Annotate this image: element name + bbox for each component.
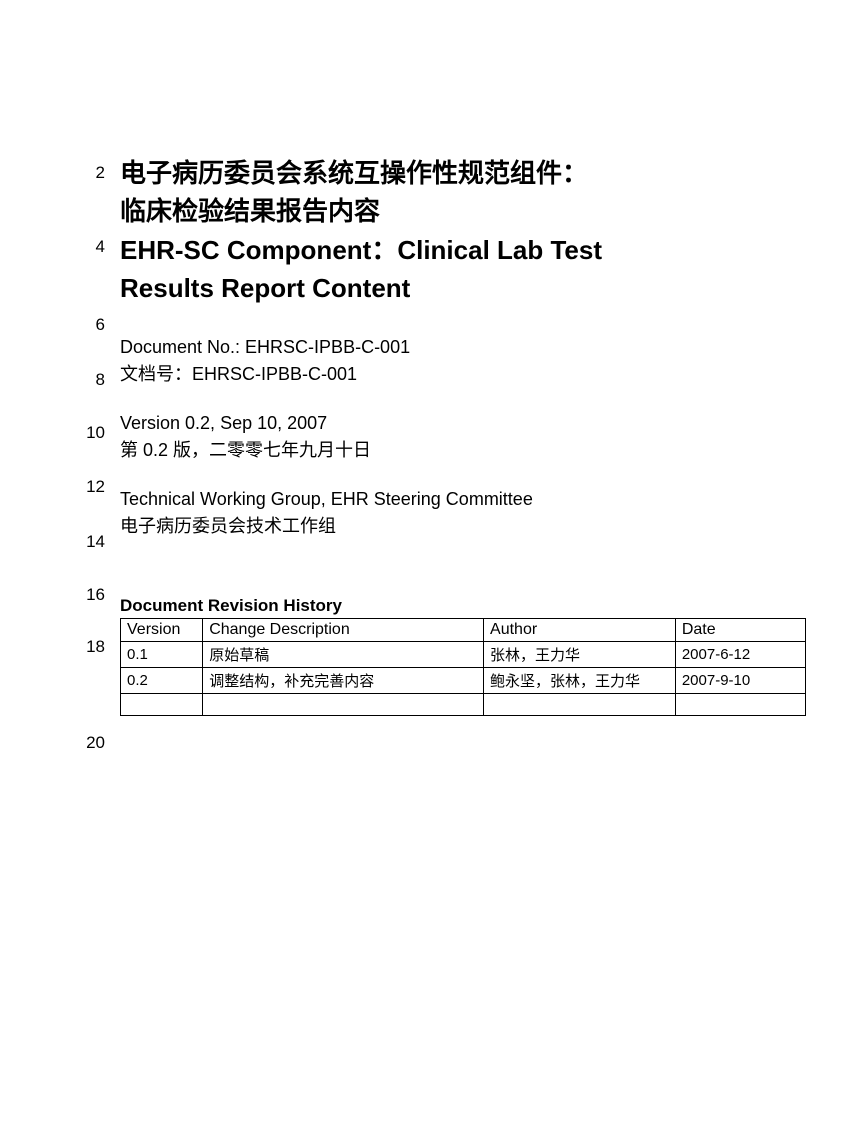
cell-version <box>121 693 203 715</box>
line-number: 12 <box>75 477 105 497</box>
line-number: 8 <box>75 370 105 390</box>
line-number: 18 <box>75 637 105 657</box>
version-english: Version 0.2, Sep 10, 2007 <box>120 410 806 437</box>
column-header-change: Change Description <box>203 618 484 641</box>
revision-history-table: Version Change Description Author Date 0… <box>120 618 806 716</box>
table-header-row: Version Change Description Author Date <box>121 618 806 641</box>
line-number: 16 <box>75 585 105 605</box>
document-content: 电子病历委员会系统互操作性规范组件： 临床检验结果报告内容 EHR-SC Com… <box>120 155 806 716</box>
cell-author <box>484 693 676 715</box>
version-chinese: 第 0.2 版，二零零七年九月十日 <box>120 437 806 464</box>
revision-history-title: Document Revision History <box>120 596 806 616</box>
table-row <box>121 693 806 715</box>
cell-change: 原始草稿 <box>203 641 484 667</box>
line-number: 20 <box>75 733 105 753</box>
column-header-date: Date <box>675 618 805 641</box>
document-number-english: Document No.: EHRSC-IPBB-C-001 <box>120 334 806 361</box>
column-header-version: Version <box>121 618 203 641</box>
line-number: 2 <box>75 163 105 183</box>
cell-author: 鲍永坚，张林，王力华 <box>484 667 676 693</box>
title-english-line1: EHR-SC Component：Clinical Lab Test <box>120 233 806 268</box>
cell-date: 2007-6-12 <box>675 641 805 667</box>
working-group-english: Technical Working Group, EHR Steering Co… <box>120 486 806 513</box>
working-group-chinese: 电子病历委员会技术工作组 <box>120 513 806 540</box>
cell-change <box>203 693 484 715</box>
cell-author: 张林，王力华 <box>484 641 676 667</box>
cell-change: 调整结构，补充完善内容 <box>203 667 484 693</box>
line-number: 10 <box>75 423 105 443</box>
title-chinese-line2: 临床检验结果报告内容 <box>120 193 806 229</box>
cell-date: 2007-9-10 <box>675 667 805 693</box>
title-chinese-line1: 电子病历委员会系统互操作性规范组件： <box>120 155 806 191</box>
document-number-chinese: 文档号：EHRSC-IPBB-C-001 <box>120 361 806 388</box>
line-number: 4 <box>75 237 105 257</box>
title-english-line2: Results Report Content <box>120 271 806 306</box>
column-header-author: Author <box>484 618 676 641</box>
table-row: 0.1 原始草稿 张林，王力华 2007-6-12 <box>121 641 806 667</box>
line-number: 14 <box>75 532 105 552</box>
cell-date <box>675 693 805 715</box>
cell-version: 0.1 <box>121 641 203 667</box>
table-row: 0.2 调整结构，补充完善内容 鲍永坚，张林，王力华 2007-9-10 <box>121 667 806 693</box>
cell-version: 0.2 <box>121 667 203 693</box>
line-number: 6 <box>75 315 105 335</box>
